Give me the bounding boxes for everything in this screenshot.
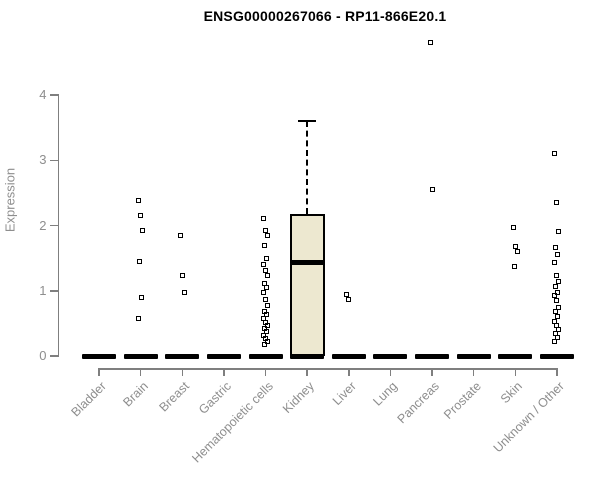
data-point <box>263 297 269 303</box>
data-point <box>264 255 270 261</box>
y-tick-label: 4 <box>39 87 47 102</box>
data-point <box>512 243 518 249</box>
data-point <box>265 272 271 278</box>
data-point <box>137 258 143 264</box>
data-point <box>556 279 562 285</box>
data-point <box>264 284 270 290</box>
data-point <box>429 187 435 193</box>
data-point <box>554 298 560 304</box>
data-point <box>138 212 144 218</box>
zero-bar <box>123 353 158 359</box>
zero-bar <box>415 353 450 359</box>
zero-bar <box>165 353 200 359</box>
data-point <box>555 335 561 341</box>
y-tick-label: 1 <box>39 282 47 298</box>
y-tick <box>49 94 58 96</box>
data-point <box>136 316 142 322</box>
zero-bar <box>331 353 366 359</box>
data-point <box>265 232 271 238</box>
zero-bar <box>82 353 116 359</box>
data-point <box>553 284 559 290</box>
data-point <box>265 339 271 345</box>
data-point <box>556 228 562 234</box>
data-point <box>555 314 561 320</box>
data-point <box>261 289 267 295</box>
data-point <box>261 215 267 221</box>
whisker <box>306 121 309 214</box>
data-point <box>511 264 517 270</box>
y-tick <box>49 159 58 161</box>
chart-title: ENSG00000267066 - RP11-866E20.1 <box>203 8 447 24</box>
data-point <box>264 312 270 318</box>
data-point <box>140 227 146 233</box>
data-point <box>177 232 183 238</box>
data-point <box>264 329 270 335</box>
data-point <box>179 272 185 278</box>
x-tick <box>348 368 350 376</box>
x-tick <box>306 368 308 376</box>
x-tick <box>181 368 184 376</box>
data-point <box>552 339 558 345</box>
x-tick <box>431 368 433 376</box>
x-tick <box>264 368 267 376</box>
data-point <box>554 199 560 205</box>
zero-bar <box>206 353 241 359</box>
zero-bar <box>456 353 491 359</box>
data-point <box>344 291 350 297</box>
y-tick-label: 3 <box>39 152 47 168</box>
data-point <box>265 322 271 328</box>
data-point <box>136 198 142 204</box>
zero-bar <box>498 353 533 359</box>
y-tick-label: 0 <box>39 348 47 363</box>
x-tick <box>472 368 475 376</box>
data-point <box>554 272 560 278</box>
zero-bar <box>373 353 408 359</box>
y-axis-line <box>57 94 59 357</box>
data-point <box>139 294 145 300</box>
data-point <box>262 242 268 248</box>
data-point <box>261 262 267 268</box>
data-point <box>262 342 268 348</box>
data-point <box>514 249 520 255</box>
data-point <box>552 293 558 299</box>
data-point <box>181 289 187 295</box>
data-point <box>555 251 561 257</box>
zero-bar <box>248 353 283 359</box>
y-tick <box>49 355 58 357</box>
data-point <box>553 309 559 315</box>
zero-bar <box>539 353 574 359</box>
data-point <box>427 40 433 46</box>
y-tick <box>49 224 58 227</box>
y-tick <box>49 290 58 292</box>
x-axis-line <box>99 368 558 370</box>
data-point <box>556 304 562 310</box>
box <box>289 213 325 356</box>
data-point <box>553 245 559 251</box>
data-point <box>263 227 269 233</box>
data-point <box>265 303 271 309</box>
x-tick <box>98 368 100 376</box>
whisker-cap <box>298 119 317 123</box>
data-point <box>346 296 352 302</box>
box-median <box>291 259 323 265</box>
data-point <box>555 289 561 295</box>
data-point <box>510 224 516 230</box>
x-tick <box>389 368 392 376</box>
data-point <box>263 268 269 274</box>
data-point <box>552 259 558 265</box>
y-tick-label: 2 <box>39 217 47 233</box>
x-tick <box>139 368 142 376</box>
x-tick <box>514 368 517 376</box>
x-tick <box>556 368 558 376</box>
data-point <box>552 150 558 156</box>
data-point <box>556 327 562 333</box>
x-tick <box>223 368 225 376</box>
zero-bar <box>290 353 325 359</box>
data-point <box>554 322 560 328</box>
